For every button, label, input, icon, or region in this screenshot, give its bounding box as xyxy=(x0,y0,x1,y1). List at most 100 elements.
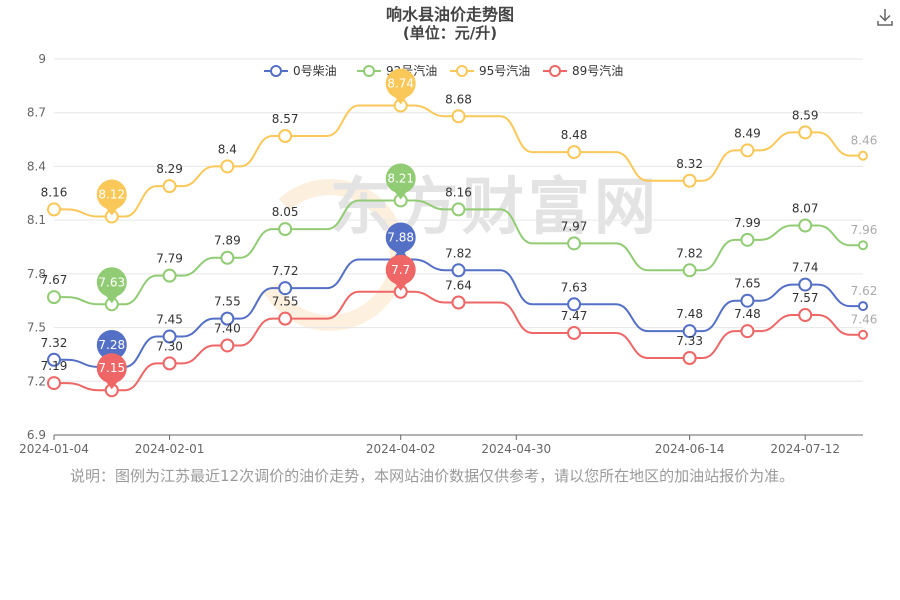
data-label: 7.46 xyxy=(851,313,878,327)
data-point xyxy=(278,222,293,237)
chart-note: 说明：图例为江苏最近12次调价的油价走势，本网站油价数据仅供参考，请以您所在地区… xyxy=(70,467,795,485)
extreme-marker: 7.7 xyxy=(385,254,416,291)
data-label: 7.64 xyxy=(445,279,472,293)
data-label: 7.47 xyxy=(561,309,588,323)
series-line xyxy=(54,258,863,368)
data-point xyxy=(567,297,582,312)
data-point xyxy=(278,281,293,296)
marker-bubble xyxy=(96,267,127,298)
data-label: 7.48 xyxy=(676,307,703,321)
data-point xyxy=(740,143,755,158)
extreme-marker: 7.88 xyxy=(385,222,416,259)
legend-symbol xyxy=(456,65,468,77)
data-label: 7.57 xyxy=(792,291,819,305)
data-label: 7.19 xyxy=(41,359,68,373)
legend-label: 0号柴油 xyxy=(293,64,337,78)
data-point xyxy=(451,109,466,124)
data-point xyxy=(798,218,813,233)
data-label: 8.32 xyxy=(676,157,703,171)
marker-bubble xyxy=(385,163,416,194)
data-point xyxy=(567,236,582,251)
data-point xyxy=(858,240,868,251)
x-tick-label: 2024-01-04 xyxy=(19,442,89,456)
data-label: 8.16 xyxy=(41,185,68,199)
marker-bubble xyxy=(385,254,416,285)
marker-bubble xyxy=(96,329,127,360)
marker-label: 7.15 xyxy=(98,361,125,375)
extreme-marker: 8.21 xyxy=(385,163,416,200)
data-point xyxy=(162,179,177,194)
data-label: 7.82 xyxy=(445,246,472,260)
chart-title: 响水县油价走势图 xyxy=(386,5,514,24)
x-tick-label: 2024-04-30 xyxy=(481,442,551,456)
data-point xyxy=(451,202,466,217)
data-point xyxy=(682,351,697,366)
data-point xyxy=(278,128,293,143)
y-tick-label: 9 xyxy=(38,52,46,66)
series-line xyxy=(54,290,863,392)
chart-subtitle: (单位：元/升) xyxy=(403,24,497,42)
series-92号汽油: 7.67 7.79 7.89 8.05 8.16 7.97 7.82 7.99 8.07 7.96… xyxy=(41,163,877,312)
marker-label: 7.28 xyxy=(98,338,125,352)
data-point xyxy=(567,325,582,340)
extreme-marker: 8.74 xyxy=(385,68,416,105)
data-label: 8.07 xyxy=(792,202,819,216)
data-label: 7.74 xyxy=(792,261,819,275)
y-tick-label: 6.9 xyxy=(27,428,46,442)
data-point xyxy=(220,311,235,326)
y-tick-label: 8.7 xyxy=(27,106,46,120)
x-tick-label: 2024-02-01 xyxy=(135,442,205,456)
marker-label: 8.21 xyxy=(387,171,414,185)
data-label: 7.82 xyxy=(676,246,703,260)
data-label: 7.32 xyxy=(41,336,68,350)
data-label: 8.16 xyxy=(445,185,472,199)
data-label: 8.68 xyxy=(445,92,472,106)
data-point xyxy=(858,301,868,312)
legend-symbol xyxy=(270,65,282,77)
data-point xyxy=(278,311,293,326)
marker-bubble xyxy=(96,179,127,210)
data-point xyxy=(682,263,697,278)
x-tick-label: 2024-06-14 xyxy=(655,442,725,456)
x-tick-label: 2024-04-02 xyxy=(366,442,436,456)
data-point xyxy=(798,308,813,323)
marker-bubble xyxy=(385,222,416,253)
marker-bubble xyxy=(385,68,416,99)
data-label: 8.57 xyxy=(272,112,299,126)
marker-label: 7.88 xyxy=(387,231,414,245)
legend-item[interactable]: 95号汽油 xyxy=(450,63,530,78)
marker-label: 7.7 xyxy=(391,263,410,277)
data-label: 7.63 xyxy=(561,280,588,294)
data-point xyxy=(162,268,177,283)
data-label: 7.55 xyxy=(214,295,241,309)
data-label: 7.97 xyxy=(561,219,588,233)
data-label: 7.48 xyxy=(734,307,761,321)
data-label: 7.30 xyxy=(156,339,183,353)
watermark: 东方财富网 xyxy=(254,170,656,331)
legend-label: 89号汽油 xyxy=(572,63,623,78)
data-label: 7.62 xyxy=(851,284,878,298)
legend-item[interactable]: 89号汽油 xyxy=(543,63,623,78)
y-tick-label: 7.8 xyxy=(27,267,46,281)
data-point xyxy=(451,263,466,278)
data-label: 8.48 xyxy=(561,128,588,142)
data-point xyxy=(451,295,466,310)
data-label: 7.67 xyxy=(41,273,68,287)
legend-item[interactable]: 0号柴油 xyxy=(264,64,337,78)
extreme-marker: 7.63 xyxy=(96,267,127,304)
y-tick-label: 8.1 xyxy=(27,213,46,227)
extreme-marker: 7.15 xyxy=(96,353,127,390)
data-point xyxy=(740,324,755,339)
data-point xyxy=(567,145,582,160)
series-95号汽油: 8.16 8.29 8.4 8.57 8.68 8.48 8.32 8.49 8.59 8.46 8… xyxy=(41,68,877,224)
data-label: 7.45 xyxy=(156,313,183,327)
data-point xyxy=(47,290,61,305)
data-point xyxy=(162,356,177,371)
data-point xyxy=(220,250,235,265)
legend-label: 95号汽油 xyxy=(479,63,530,78)
data-label: 7.72 xyxy=(272,264,299,278)
download-icon[interactable] xyxy=(874,6,896,28)
data-label: 7.79 xyxy=(156,252,183,266)
legend-symbol xyxy=(363,65,375,77)
data-point xyxy=(682,173,697,188)
